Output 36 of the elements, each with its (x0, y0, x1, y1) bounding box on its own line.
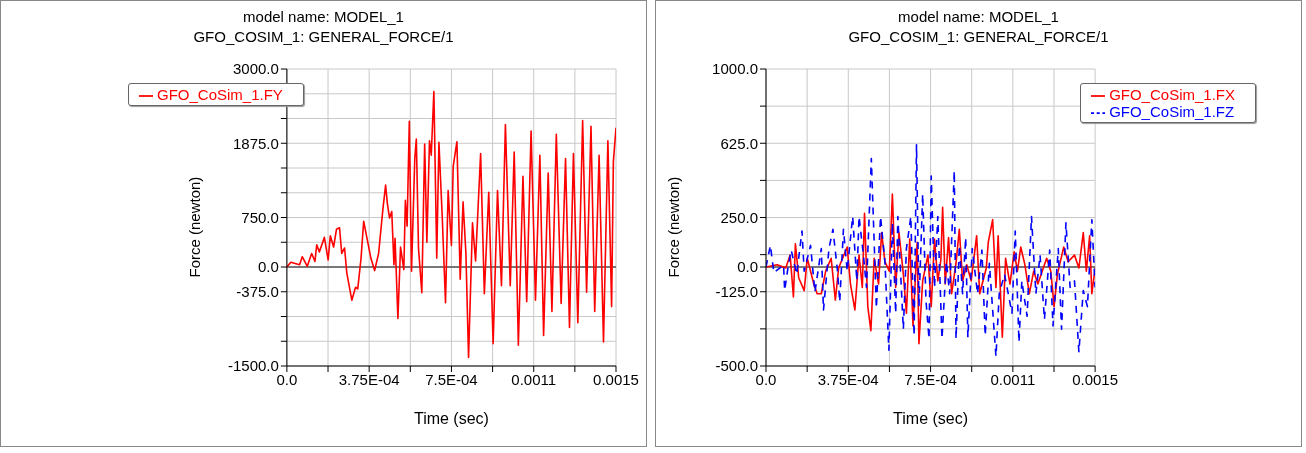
legend-label: GFO_CoSim_1.FY (157, 86, 283, 103)
x-tick-label: 0.0015 (1072, 370, 1119, 388)
y-tick-label: -375.0 (236, 283, 279, 301)
line-series (766, 193, 1096, 345)
y-tick-label: -500.0 (715, 357, 758, 375)
x-tick-label: 0.0 (276, 370, 298, 388)
x-axis-title: Time (sec) (893, 410, 969, 427)
x-tick-label: 3.75E-04 (338, 370, 400, 388)
y-tick-label: -1500.0 (228, 357, 279, 375)
y-axis-title: Force (newton) (665, 176, 683, 278)
y-tick-label: 1000.0 (712, 60, 758, 78)
legend-label: GFO_CoSim_1.FZ (1109, 103, 1235, 121)
y-tick-label: 1875.0 (232, 134, 279, 152)
y-tick-label: 750.0 (241, 208, 279, 226)
chart-title: model name: MODEL_1 (242, 7, 405, 27)
line-series (766, 144, 1096, 358)
x-axis-title: Time (sec) (413, 410, 489, 427)
y-tick-label: 0.0 (258, 258, 279, 276)
line-series (286, 90, 616, 359)
x-tick-label: 0.0015 (593, 370, 639, 388)
x-tick-label: 0.0011 (511, 370, 557, 388)
y-tick-label: 3000.0 (232, 60, 279, 78)
y-axis-title: Force (newton) (186, 176, 204, 278)
x-tick-label: 0.0 (755, 370, 777, 388)
x-tick-label: 3.75E-04 (817, 370, 879, 388)
chart-subtitle: GFO_COSIM_1: GENERAL_FORCE/1 (847, 27, 1110, 47)
x-tick-label: 7.5E-04 (425, 370, 478, 388)
y-tick-label: 0.0 (737, 258, 758, 276)
chart-title: model name: MODEL_1 (897, 7, 1060, 27)
x-tick-label: 0.0011 (990, 370, 1036, 388)
y-tick-label: 625.0 (720, 134, 758, 152)
x-tick-label: 7.5E-04 (904, 370, 957, 388)
y-tick-label: 250.0 (720, 208, 758, 226)
y-tick-label: -125.0 (715, 283, 758, 301)
chart-subtitle: GFO_COSIM_1: GENERAL_FORCE/1 (192, 27, 455, 47)
legend-label: GFO_CoSim_1.FX (1109, 86, 1235, 103)
